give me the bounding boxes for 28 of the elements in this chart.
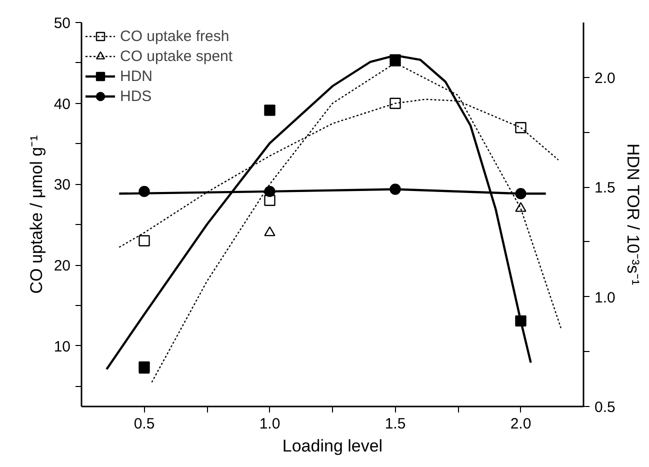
y-tick-label: 20 — [54, 258, 71, 275]
point — [264, 104, 276, 116]
x-tick-label: 1.5 — [384, 416, 406, 432]
x-tick-label: 1.0 — [259, 416, 280, 432]
y-tick-label: 40 — [54, 96, 71, 113]
y-tick-label: 50 — [54, 15, 71, 32]
y2-tick-label: 1.0 — [594, 289, 616, 306]
y2-tick-label: 0.5 — [594, 399, 616, 416]
legend-label: HDN — [120, 67, 152, 85]
y2-axis-title: HDN TOR / 10⁻³s⁻¹ — [623, 143, 642, 286]
legend-label: CO uptake fresh — [120, 27, 230, 45]
legend-label: CO uptake spent — [120, 47, 233, 65]
legend-label: HDS — [120, 87, 152, 105]
point — [390, 98, 401, 109]
y-tick-label: 10 — [54, 338, 71, 356]
y2-tick-label: 2.0 — [594, 70, 616, 87]
point — [515, 202, 526, 212]
y-tick-label: 30 — [54, 176, 71, 194]
x-axis-title: Loading level — [282, 436, 383, 456]
point — [264, 226, 276, 236]
x-tick-label: 0.5 — [134, 416, 155, 432]
y2-tick-label: 1.5 — [594, 180, 616, 197]
y-axis-title: CO uptake / μmol g⁻¹ — [26, 134, 46, 294]
point — [264, 194, 276, 206]
x-tick-label: 2.0 — [510, 416, 532, 432]
point — [515, 122, 526, 134]
point — [138, 235, 150, 246]
point — [138, 361, 150, 373]
